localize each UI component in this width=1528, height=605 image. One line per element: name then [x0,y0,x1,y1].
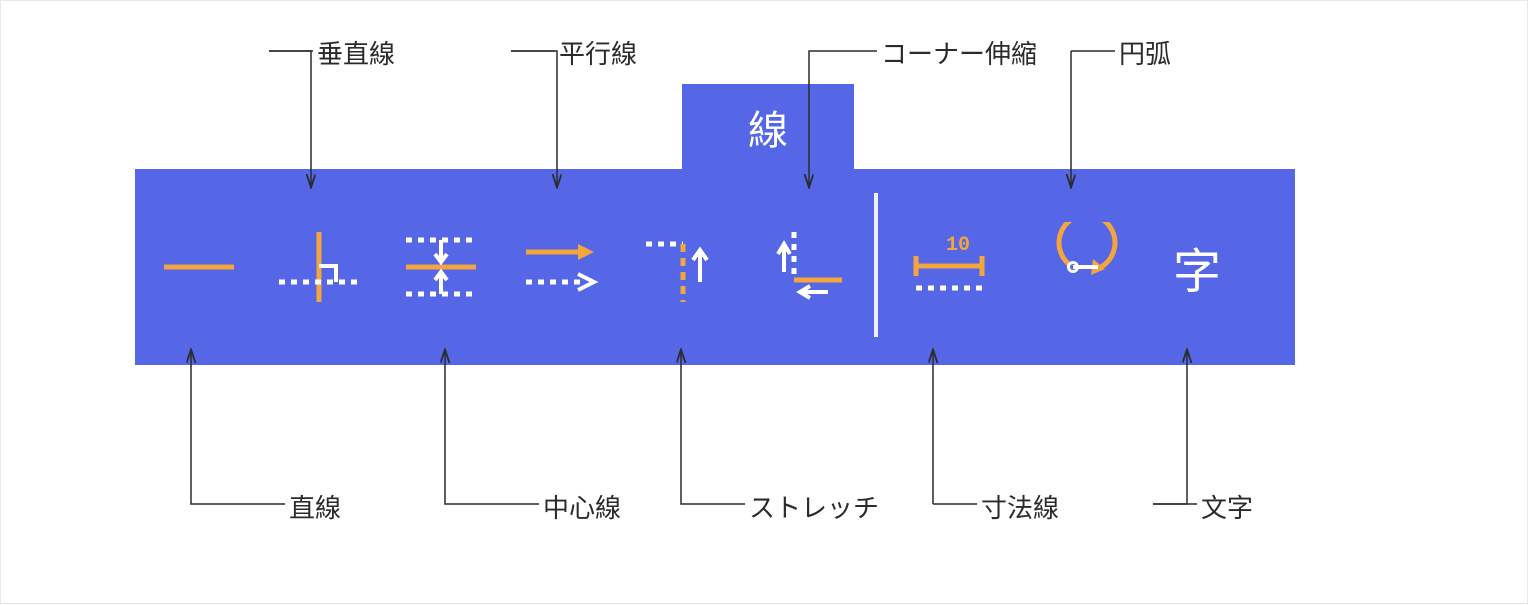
tool-parallel[interactable] [516,222,606,312]
toolbar-tab[interactable]: 線 [682,84,854,169]
toolbar-tab-label: 線 [748,98,788,156]
tool-line[interactable] [154,222,244,312]
tool-text[interactable]: 字 [1152,222,1242,312]
callout-arc: 円弧 [1119,34,1171,71]
parallel-icon [516,222,606,312]
diagram-canvas: 線 [1,1,1528,605]
callout-center: 中心線 [543,488,621,525]
callout-dimension: 寸法線 [981,488,1059,525]
tool-centerline[interactable] [396,222,486,312]
tool-dimension[interactable]: 10 [904,222,994,312]
arc-icon [1028,222,1118,312]
stretch-icon [638,222,728,312]
callout-parallel: 平行線 [559,34,637,71]
dimension-icon: 10 [904,222,994,312]
tool-arc[interactable] [1028,222,1118,312]
callout-corner: コーナー伸縮 [881,34,1037,71]
tool-corner-stretch[interactable] [758,222,848,312]
centerline-icon [396,222,486,312]
tool-perpendicular[interactable] [274,222,364,312]
text-icon: 字 [1173,232,1221,302]
callout-line: 直線 [289,488,341,525]
perpendicular-icon [274,222,364,312]
callout-text: 文字 [1201,488,1253,525]
toolbar-divider [874,193,878,337]
corner-stretch-icon [758,222,848,312]
tool-stretch[interactable] [638,222,728,312]
dimension-badge: 10 [946,234,970,257]
line-icon [154,222,244,312]
callout-perpendicular: 垂直線 [317,34,395,71]
callout-stretch: ストレッチ [749,488,879,525]
